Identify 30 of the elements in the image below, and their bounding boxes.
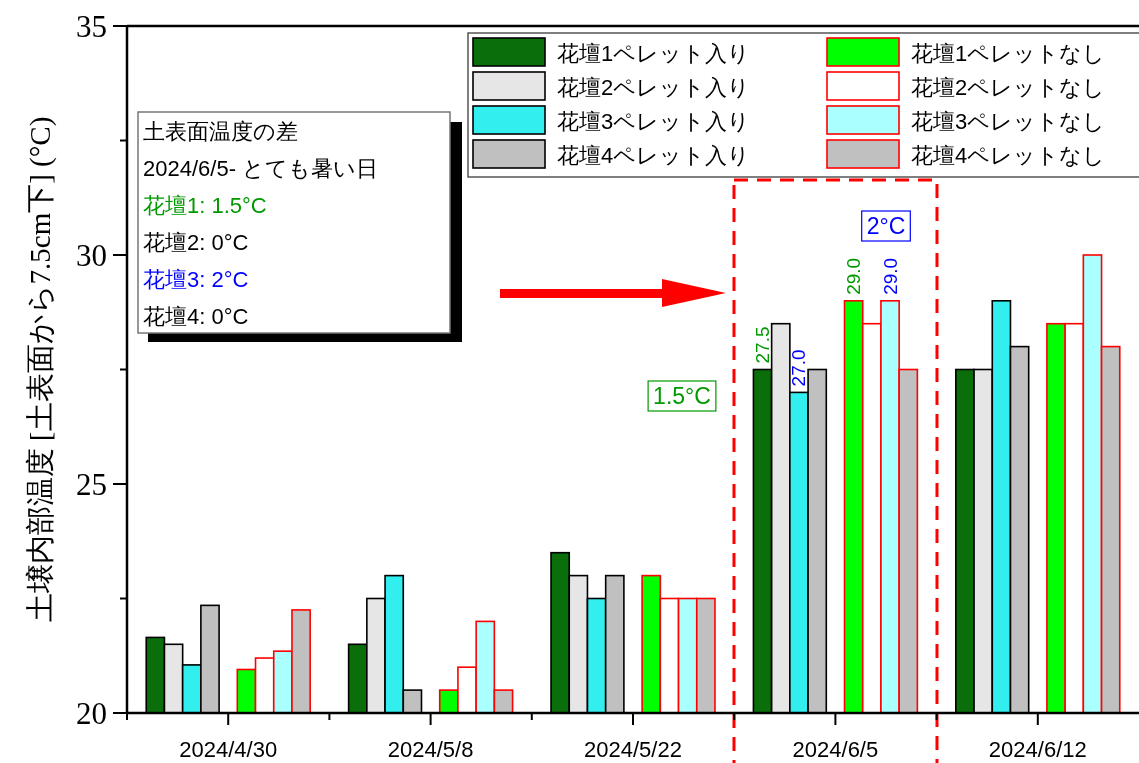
legend-label: 花壇1ペレット入り — [557, 40, 751, 66]
annotation: 花壇2: 0°C — [143, 229, 249, 255]
legend-label: 花壇2ペレット入り — [557, 74, 751, 100]
x-tick-label: 2024/5/8 — [387, 736, 474, 762]
x-tick-label: 2024/5/22 — [584, 736, 682, 762]
data-label: 29.0 — [879, 257, 901, 295]
annotation: 2024/6/5- とても暑い日 — [143, 155, 379, 181]
y-tick-label: 30 — [76, 237, 107, 273]
legend-label: 花壇4ペレットなし — [911, 142, 1106, 168]
annotation: 花壇3: 2°C — [143, 266, 249, 292]
y-tick-label: 25 — [76, 466, 107, 502]
legend-label: 花壇3ペレット入り — [557, 108, 751, 134]
annotation: 土表面温度の差 — [143, 118, 298, 144]
legend-label: 花壇3ペレットなし — [911, 108, 1106, 134]
data-label: 27.0 — [788, 349, 810, 387]
annotation: 1.5°C — [653, 383, 711, 409]
x-tick-label: 2024/4/30 — [179, 736, 278, 762]
legend-label: 花壇4ペレット入り — [557, 142, 751, 168]
y-tick-label: 20 — [76, 695, 107, 731]
y-tick-label: 35 — [76, 8, 107, 44]
annotation: 2°C — [866, 213, 906, 239]
x-tick-label: 2024/6/5 — [792, 736, 879, 762]
data-label: 27.5 — [752, 326, 774, 364]
x-tick-label: 2024/6/12 — [988, 736, 1087, 762]
legend-label: 花壇2ペレットなし — [911, 74, 1106, 100]
annotation: 花壇4: 0°C — [143, 303, 249, 329]
legend-label: 花壇1ペレットなし — [911, 40, 1106, 66]
annotation: 花壇1: 1.5°C — [143, 192, 267, 218]
data-label: 29.0 — [843, 257, 865, 295]
y-axis-title: 土壌内部温度 [土表面から7.5cm下] (°C) — [24, 116, 57, 623]
